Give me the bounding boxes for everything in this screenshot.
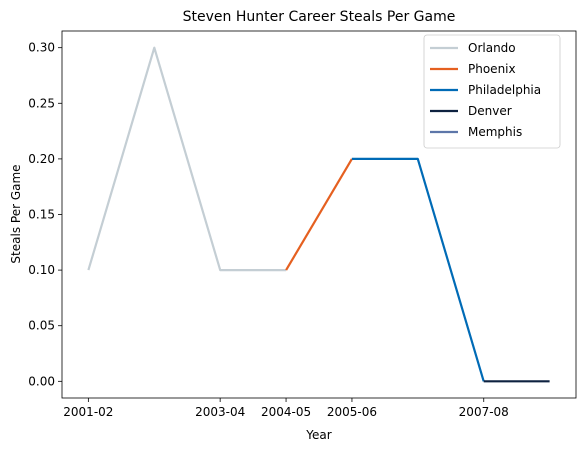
x-axis-label: Year <box>305 428 331 442</box>
y-tick-label: 0.20 <box>28 152 55 166</box>
y-tick-label: 0.25 <box>28 96 55 110</box>
series-line-orlando <box>87 46 287 272</box>
y-tick-label: 0.00 <box>28 374 55 388</box>
legend-label-philadelphia: Philadelphia <box>468 83 541 97</box>
y-axis-ticks: 0.00 0.05 0.10 0.15 0.20 0.25 0.30 <box>28 41 62 388</box>
legend-label-memphis: Memphis <box>468 125 522 139</box>
x-tick-label: 2004-05 <box>261 405 311 419</box>
plot-frame <box>61 30 577 399</box>
x-tick-label: 2001-02 <box>63 405 113 419</box>
legend-box <box>423 34 561 149</box>
x-axis-ticks: 2001-02 2003-04 2004-05 2005-06 2007-08 <box>63 398 509 419</box>
series-line-philadelphia <box>351 157 485 382</box>
legend-label-orlando: Orlando <box>468 41 516 55</box>
y-axis-label: Steals Per Game <box>9 164 23 263</box>
y-tick-label: 0.05 <box>28 319 55 333</box>
x-tick-label: 2005-06 <box>327 405 377 419</box>
legend-label-denver: Denver <box>468 104 512 118</box>
plot-lines <box>87 46 550 383</box>
y-tick-label: 0.30 <box>28 41 55 55</box>
series-line-phoenix <box>285 158 353 271</box>
x-tick-label: 2007-08 <box>459 405 509 419</box>
chart-title: Steven Hunter Career Steals Per Game <box>183 9 456 25</box>
x-tick-label: 2003-04 <box>195 405 245 419</box>
legend: Orlando Phoenix Philadelphia Denver Memphis <box>423 34 561 149</box>
y-tick-label: 0.10 <box>28 263 55 277</box>
y-tick-label: 0.15 <box>28 208 55 222</box>
legend-label-phoenix: Phoenix <box>468 62 516 76</box>
